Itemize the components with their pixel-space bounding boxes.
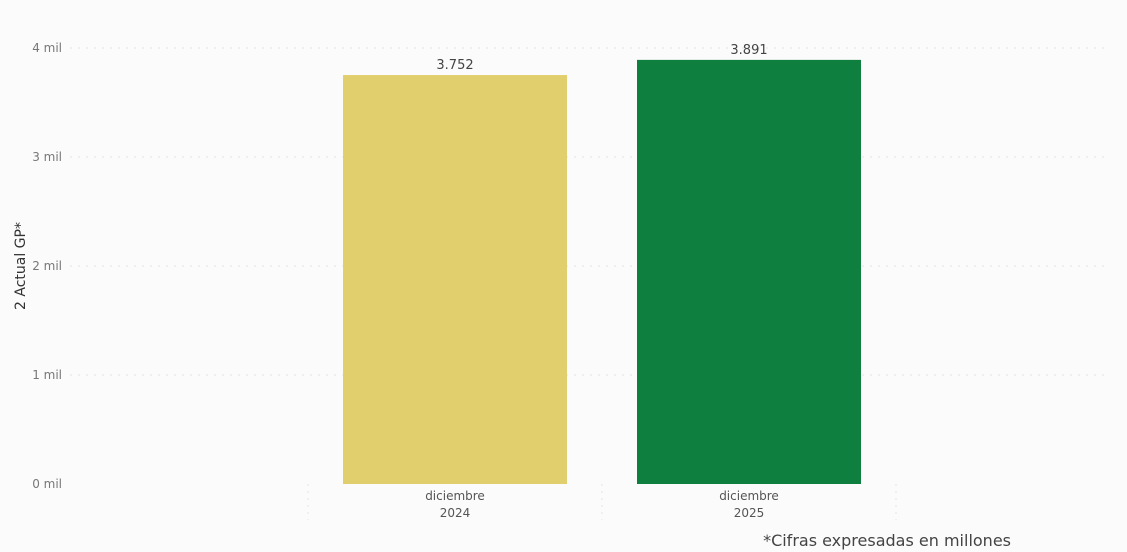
footnote: *Cifras expresadas en millones <box>763 531 1011 550</box>
y-tick-label: 1 mil <box>32 368 62 382</box>
gridlines <box>70 47 1110 376</box>
bars: 3.752 3.891 <box>343 43 861 485</box>
bar[interactable] <box>637 59 861 484</box>
y-tick-label: 0 mil <box>32 477 62 491</box>
x-tick-label: 2025 <box>734 506 765 520</box>
y-axis-label: 2 Actual GP* <box>13 222 29 310</box>
bar[interactable] <box>343 75 567 485</box>
x-tick-label: diciembre <box>425 489 485 503</box>
data-label: 3.752 <box>436 58 473 73</box>
x-tick-label: diciembre <box>719 489 779 503</box>
x-tick-label: 2024 <box>440 506 471 520</box>
y-tick-label: 3 mil <box>32 150 62 164</box>
y-tick-label: 2 mil <box>32 259 62 273</box>
x-axis-ticks: diciembre 2024 diciembre 2025 <box>307 484 897 520</box>
y-axis-ticks: 0 mil 1 mil 2 mil 3 mil 4 mil <box>32 41 62 491</box>
y-tick-label: 4 mil <box>32 41 62 55</box>
data-label: 3.891 <box>730 43 767 58</box>
